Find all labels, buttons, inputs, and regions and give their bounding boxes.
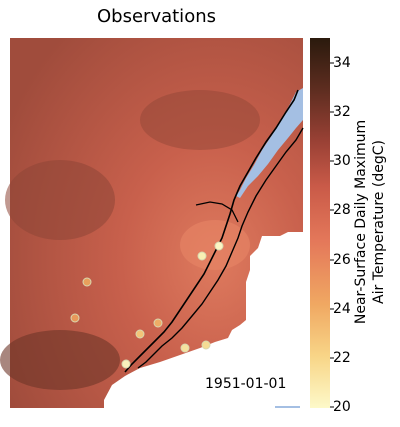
- station-marker[interactable]: [121, 359, 131, 369]
- colorbar-title-line2: Air Temperature (degC): [371, 140, 387, 304]
- ocean-area: [104, 232, 303, 408]
- colorbar-tick-label: 22: [333, 350, 351, 366]
- colorbar-ticks: [330, 62, 334, 408]
- water-body: [236, 88, 303, 198]
- station-marker[interactable]: [135, 329, 145, 339]
- station-marker[interactable]: [214, 241, 224, 251]
- colorbar-tick-label: 20: [333, 399, 351, 415]
- date-label: 1951-01-01: [205, 376, 287, 392]
- station-marker[interactable]: [197, 251, 207, 261]
- coastline: [137, 127, 304, 369]
- station-marker[interactable]: [82, 277, 92, 287]
- station-marker[interactable]: [70, 313, 80, 323]
- station-marker[interactable]: [201, 340, 211, 350]
- river: [195, 201, 239, 223]
- colorbar-tick-label: 24: [333, 301, 351, 317]
- station-marker[interactable]: [180, 343, 190, 353]
- colorbar: [310, 38, 330, 408]
- colorbar-tick-label: 32: [333, 104, 351, 120]
- inland-dark-zone: [0, 330, 120, 390]
- chart-title: Observations: [97, 6, 216, 27]
- inland-dark-zone: [5, 160, 115, 240]
- colorbar-tick-label: 26: [333, 252, 351, 268]
- colorbar-tick-label: 34: [333, 55, 351, 71]
- inland-dark-zone: [140, 90, 260, 150]
- colorbar-title-line1: Near-Surface Daily Maximum: [353, 119, 369, 325]
- colorbar-tick-label: 30: [333, 153, 351, 169]
- coastline: [124, 89, 299, 373]
- colorbar-tick-label: 28: [333, 202, 351, 218]
- station-marker[interactable]: [153, 318, 163, 328]
